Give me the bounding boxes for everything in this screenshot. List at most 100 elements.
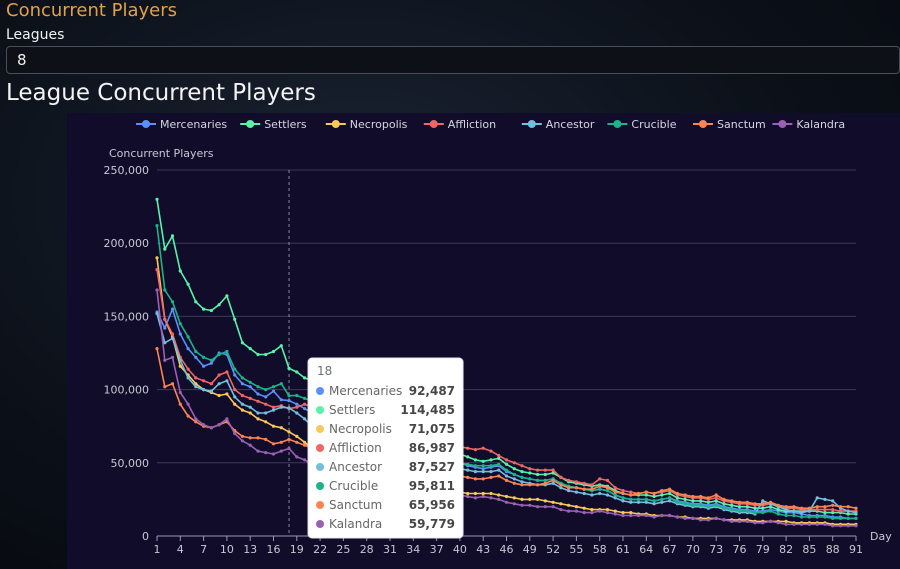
data-point[interactable] [582, 487, 586, 491]
data-point[interactable] [473, 477, 477, 481]
data-point[interactable] [163, 288, 167, 292]
data-point[interactable] [629, 493, 633, 497]
data-point[interactable] [256, 392, 260, 396]
data-point[interactable] [536, 483, 540, 487]
data-point[interactable] [512, 502, 516, 506]
data-point[interactable] [186, 347, 190, 351]
data-point[interactable] [155, 197, 159, 201]
data-point[interactable] [629, 513, 633, 518]
data-point[interactable] [722, 502, 726, 506]
data-point[interactable] [668, 491, 672, 496]
data-point[interactable] [784, 513, 788, 518]
data-point[interactable] [271, 389, 276, 393]
series-line[interactable] [156, 289, 856, 527]
data-point[interactable] [536, 497, 540, 501]
data-point[interactable] [481, 491, 485, 496]
data-point[interactable] [582, 481, 586, 485]
data-point[interactable] [699, 494, 703, 499]
data-point[interactable] [582, 506, 586, 510]
data-point[interactable] [776, 521, 780, 525]
data-point[interactable] [854, 516, 858, 520]
data-point[interactable] [652, 515, 656, 519]
data-point[interactable] [536, 468, 540, 472]
data-point[interactable] [240, 341, 244, 345]
data-point[interactable] [489, 458, 493, 462]
data-point[interactable] [295, 370, 299, 374]
data-point[interactable] [683, 516, 687, 520]
data-point[interactable] [295, 393, 299, 398]
data-point[interactable] [730, 508, 734, 512]
data-point[interactable] [567, 509, 571, 513]
data-point[interactable] [481, 446, 485, 450]
legend-item-kalandra[interactable]: Kalandra [772, 118, 845, 131]
data-point[interactable] [170, 382, 175, 386]
data-point[interactable] [598, 484, 602, 488]
data-point[interactable] [225, 417, 229, 421]
data-point[interactable] [660, 489, 664, 493]
data-point[interactable] [209, 308, 213, 313]
data-point[interactable] [504, 478, 509, 482]
data-point[interactable] [178, 269, 182, 273]
data-point[interactable] [621, 499, 625, 503]
data-point[interactable] [823, 497, 827, 501]
data-point[interactable] [295, 411, 299, 415]
data-point[interactable] [706, 500, 711, 504]
data-point[interactable] [155, 268, 159, 272]
data-point[interactable] [543, 472, 547, 477]
leagues-input[interactable] [6, 46, 900, 74]
data-point[interactable] [574, 509, 578, 513]
data-point[interactable] [854, 524, 858, 528]
data-point[interactable] [559, 502, 563, 506]
data-point[interactable] [264, 402, 268, 406]
data-point[interactable] [683, 493, 687, 497]
data-point[interactable] [800, 515, 804, 519]
data-point[interactable] [691, 503, 695, 507]
data-point[interactable] [838, 505, 843, 509]
data-point[interactable] [846, 524, 850, 528]
data-point[interactable] [504, 462, 509, 466]
data-point[interactable] [722, 506, 726, 510]
data-point[interactable] [240, 408, 244, 412]
data-point[interactable] [233, 388, 237, 392]
data-point[interactable] [800, 511, 804, 515]
data-point[interactable] [792, 505, 796, 509]
data-point[interactable] [831, 511, 835, 515]
data-point[interactable] [233, 431, 237, 436]
data-point[interactable] [178, 332, 182, 336]
data-point[interactable] [217, 352, 221, 357]
data-point[interactable] [807, 515, 812, 519]
data-point[interactable] [776, 508, 780, 512]
data-point[interactable] [598, 477, 602, 481]
data-point[interactable] [644, 490, 648, 494]
data-point[interactable] [831, 524, 835, 528]
data-point[interactable] [528, 483, 532, 487]
data-point[interactable] [489, 475, 493, 479]
data-point[interactable] [761, 502, 765, 506]
data-point[interactable] [504, 500, 509, 504]
data-point[interactable] [287, 446, 291, 451]
series-line[interactable] [156, 257, 856, 526]
data-point[interactable] [287, 437, 291, 441]
data-point[interactable] [636, 491, 641, 496]
data-point[interactable] [675, 500, 680, 504]
data-point[interactable] [528, 503, 532, 507]
data-point[interactable] [217, 373, 221, 377]
data-point[interactable] [271, 442, 276, 446]
data-point[interactable] [473, 470, 477, 474]
data-point[interactable] [481, 459, 485, 463]
data-point[interactable] [233, 367, 237, 371]
data-point[interactable] [155, 224, 159, 228]
data-point[interactable] [745, 505, 749, 509]
data-point[interactable] [543, 505, 547, 509]
data-point[interactable] [163, 247, 167, 251]
data-point[interactable] [846, 509, 850, 513]
data-point[interactable] [178, 390, 182, 395]
data-point[interactable] [163, 358, 167, 362]
data-point[interactable] [730, 519, 734, 523]
data-point[interactable] [217, 303, 221, 307]
data-point[interactable] [303, 440, 307, 444]
data-point[interactable] [202, 388, 206, 392]
data-point[interactable] [652, 502, 656, 506]
data-point[interactable] [838, 524, 843, 528]
data-point[interactable] [815, 496, 819, 500]
